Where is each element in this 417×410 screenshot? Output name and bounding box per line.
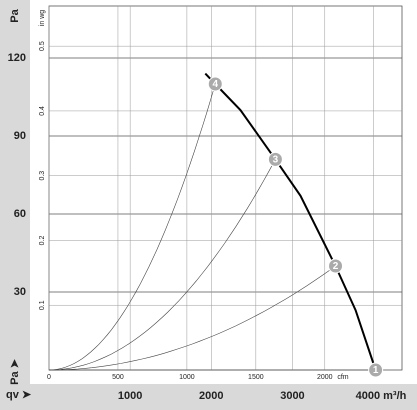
y2-tick-label: 0.5 (39, 41, 46, 51)
operating-point-label: 4 (212, 79, 218, 90)
y-tick-label: 120 (8, 52, 26, 64)
plot-frame (48, 5, 403, 371)
y2-tick-label: 0.1 (39, 300, 46, 310)
y2-tick-label: 0.3 (39, 171, 46, 181)
y-tick-label: 60 (14, 208, 26, 220)
x2-tick-label: 1500 (248, 374, 264, 381)
x2-axis-label: cfm (337, 374, 348, 381)
x-tick-label: 2000 (199, 390, 223, 402)
system-curve (48, 159, 276, 371)
y-tick-label: 30 (14, 286, 26, 298)
operating-point-label: 1 (373, 365, 379, 376)
x2-tick-label: 0 (47, 374, 51, 381)
left-band (0, 0, 30, 410)
x-tick-label: 3000 (280, 390, 304, 402)
x2-tick-label: 2000 (317, 374, 333, 381)
y-tick-label: 90 (14, 130, 26, 142)
operating-point (328, 258, 344, 274)
system-curve (48, 83, 216, 371)
x-tick-label: 4000 m³/h (356, 390, 407, 402)
y-axis-label-bottom: Pa ➤ (9, 358, 21, 385)
y2-axis-label: in wg (39, 10, 46, 26)
y2-tick-label: 0.2 (39, 235, 46, 245)
y-axis-label: Pa (9, 8, 21, 22)
operating-point (368, 362, 384, 378)
operating-point-label: 3 (273, 155, 279, 166)
x2-tick-label: 500 (112, 374, 124, 381)
bottom-band (0, 384, 417, 410)
system-curve (48, 265, 336, 371)
operating-point (207, 76, 223, 92)
x-tick-label: 1000 (118, 390, 142, 402)
operating-point-label: 2 (333, 261, 339, 272)
y2-tick-label: 0.4 (39, 106, 46, 116)
x-axis-label: qv ➤ (6, 389, 32, 401)
operating-point (267, 151, 283, 167)
x2-tick-label: 1000 (179, 374, 195, 381)
